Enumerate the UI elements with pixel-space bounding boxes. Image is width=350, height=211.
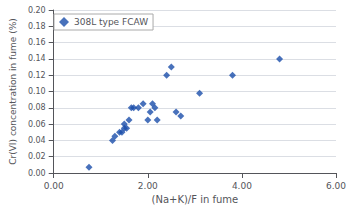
svg-text:0.20: 0.20 <box>28 6 46 15</box>
svg-text:0.10: 0.10 <box>28 87 46 96</box>
svg-text:0.18: 0.18 <box>28 22 46 31</box>
svg-text:0.00: 0.00 <box>28 169 46 178</box>
svg-text:0.14: 0.14 <box>28 54 46 63</box>
svg-text:0.06: 0.06 <box>28 120 46 129</box>
svg-text:0.08: 0.08 <box>28 103 46 112</box>
svg-text:0.12: 0.12 <box>28 71 46 80</box>
svg-text:(Na+K)/F in fume: (Na+K)/F in fume <box>152 194 239 205</box>
svg-text:0.00: 0.00 <box>44 181 64 191</box>
svg-text:308L type FCAW: 308L type FCAW <box>74 17 148 27</box>
svg-text:0.04: 0.04 <box>28 136 46 145</box>
svg-text:6.00: 6.00 <box>326 181 346 191</box>
svg-text:4.00: 4.00 <box>232 181 252 191</box>
svg-text:0.16: 0.16 <box>28 38 46 47</box>
svg-text:0.02: 0.02 <box>28 152 46 161</box>
svg-text:2.00: 2.00 <box>138 181 158 191</box>
svg-text:Cr(VI) concentration in fume (: Cr(VI) concentration in fume (%) <box>8 18 18 165</box>
